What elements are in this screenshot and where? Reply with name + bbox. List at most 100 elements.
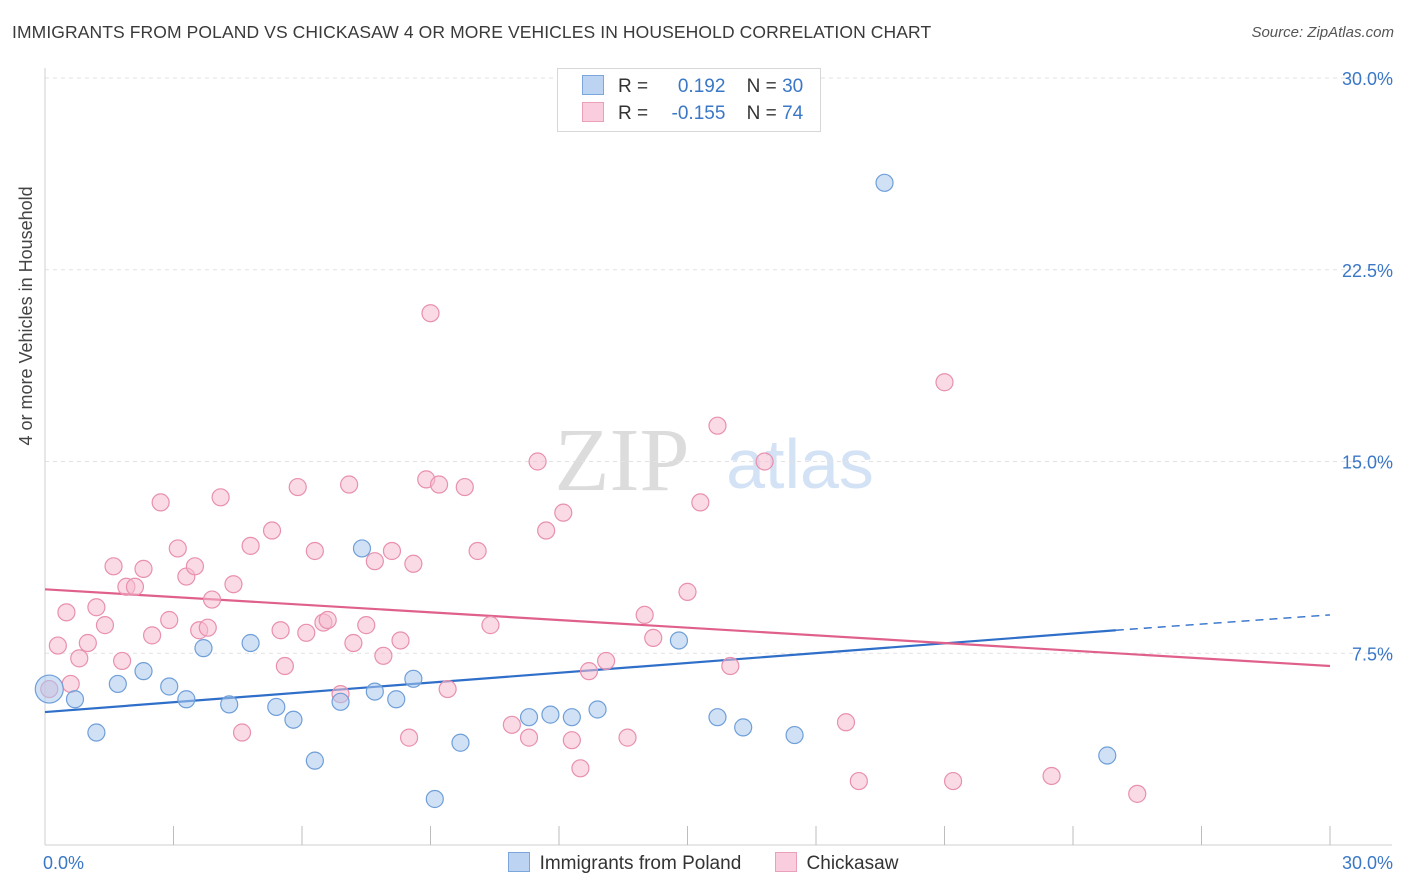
point-chickasaw (562, 731, 581, 750)
point-chickasaw (438, 679, 457, 699)
point-chickasaw (618, 728, 637, 747)
point-poland (284, 710, 303, 729)
y-tick-label: 22.5% (1342, 261, 1393, 281)
point-chickasaw (87, 598, 106, 617)
legend-n-label: N = (746, 103, 777, 124)
point-poland (305, 751, 324, 770)
point-chickasaw (849, 771, 868, 791)
point-chickasaw (168, 539, 187, 558)
legend-n-value-poland: 30 (782, 76, 804, 97)
point-chickasaw (275, 656, 294, 676)
point-poland (160, 677, 179, 696)
point-poland (734, 718, 753, 737)
axes (44, 68, 1392, 846)
point-poland (669, 631, 689, 650)
point-poland (241, 633, 260, 653)
legend-n-value-chickasaw: 74 (782, 103, 804, 124)
point-chickasaw (224, 575, 243, 594)
point-poland (220, 695, 239, 714)
point-chickasaw (836, 713, 856, 732)
point-chickasaw (262, 521, 282, 540)
point-poland (425, 789, 444, 809)
point-chickasaw (481, 616, 500, 635)
point-poland (87, 723, 106, 742)
series-legend-poland: Immigrants from Poland (507, 852, 742, 875)
point-chickasaw (112, 651, 132, 671)
point-poland (267, 697, 286, 717)
series-swatch-poland (507, 852, 530, 872)
point-chickasaw (502, 715, 521, 734)
point-chickasaw (48, 636, 67, 655)
y-tick-label: 30.0% (1342, 69, 1393, 89)
legend-row-chickasaw: R = -0.155 N = 74 (582, 102, 803, 126)
point-chickasaw (635, 605, 654, 625)
point-chickasaw (1042, 766, 1061, 786)
legend-r-value-poland: 0.192 (677, 76, 726, 97)
point-chickasaw (61, 674, 80, 694)
point-chickasaw (399, 728, 419, 747)
point-chickasaw (104, 557, 123, 576)
legend-r-label: R = (618, 76, 649, 97)
trendline-chickasaw (44, 588, 1331, 668)
legend-swatch-chickasaw (582, 102, 604, 122)
point-chickasaw (202, 590, 222, 609)
data-points (34, 173, 1147, 809)
point-chickasaw (678, 582, 697, 601)
x-tick-label-max: 30.0% (1342, 853, 1393, 873)
point-chickasaw (421, 304, 440, 323)
trendlines (44, 588, 1331, 714)
point-chickasaw (374, 646, 393, 665)
point-chickasaw (429, 475, 449, 494)
point-chickasaw (554, 503, 573, 522)
point-chickasaw (185, 557, 205, 576)
point-chickasaw (528, 452, 547, 471)
point-chickasaw (468, 541, 487, 561)
correlation-legend: R = 0.192 N = 30 R = -0.155 N = 74 (557, 68, 821, 132)
series-name-poland: Immigrants from Poland (539, 853, 742, 874)
point-poland (177, 690, 196, 709)
point-chickasaw (142, 626, 162, 645)
series-swatch-chickasaw (774, 852, 797, 872)
y-axis-label: 4 or more Vehicles in Household (16, 186, 37, 445)
series-legend-chickasaw: Chickasaw (774, 852, 898, 875)
watermark-atlas: atlas (726, 425, 874, 503)
point-chickasaw (721, 656, 740, 676)
point-poland (387, 690, 406, 709)
point-chickasaw (455, 477, 474, 497)
point-poland (562, 708, 581, 727)
point-chickasaw (935, 373, 954, 392)
legend-n-label: N = (746, 76, 777, 97)
legend-r-label: R = (618, 103, 649, 124)
x-tick-label-min: 0.0% (43, 853, 84, 873)
point-poland (134, 662, 153, 681)
legend-r-value-chickasaw: -0.155 (671, 103, 726, 124)
point-chickasaw (344, 633, 363, 653)
point-chickasaw (357, 616, 376, 635)
point-poland (365, 682, 384, 701)
point-chickasaw (271, 621, 290, 640)
point-poland (404, 669, 423, 688)
point-chickasaw (211, 488, 230, 507)
point-chickasaw (404, 554, 423, 573)
point-chickasaw (288, 477, 307, 497)
point-chickasaw (644, 628, 663, 648)
point-chickasaw (579, 662, 599, 681)
y-tick-label: 7.5% (1352, 644, 1393, 664)
point-chickasaw (1128, 784, 1147, 803)
point-poland (708, 708, 727, 727)
point-poland (1098, 746, 1117, 765)
point-chickasaw (232, 723, 252, 742)
point-chickasaw (755, 452, 774, 471)
chart-title: IMMIGRANTS FROM POLAND VS CHICKASAW 4 OR… (12, 22, 932, 42)
point-chickasaw (537, 521, 556, 540)
point-poland (34, 674, 64, 704)
point-chickasaw (70, 649, 89, 668)
point-chickasaw (318, 610, 337, 630)
legend-swatch-poland (582, 75, 604, 95)
point-chickasaw (365, 552, 384, 571)
point-poland (588, 700, 607, 719)
point-chickasaw (708, 416, 727, 435)
watermark-zip: ZIP (555, 411, 690, 510)
trendline-poland-projection (1115, 614, 1331, 631)
